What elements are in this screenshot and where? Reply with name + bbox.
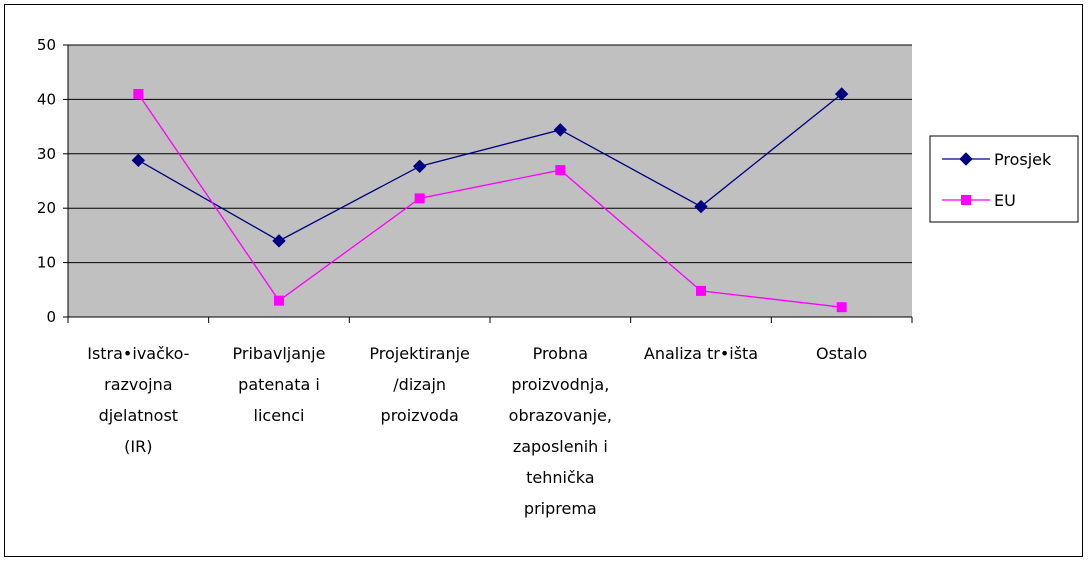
data-point-eu (836, 302, 847, 313)
legend-label-eu: EU (994, 191, 1016, 210)
data-point-prosjek (131, 153, 146, 168)
data-point-prosjek (834, 87, 849, 101)
series-line-prosjek (138, 93, 843, 242)
data-point-eu (414, 193, 425, 204)
x-tick-label: Istra•ivačko-razvojna djelatnost (IR) (87, 344, 189, 456)
y-tick-label: 40 (37, 90, 56, 108)
data-point-eu (274, 295, 284, 306)
y-tick-label: 30 (37, 145, 56, 163)
data-point-prosjek (694, 199, 708, 214)
legend-marker-prosjek (959, 152, 973, 166)
legend-label-prosjek: Prosjek (994, 150, 1052, 169)
x-tick-label: Projektiranje/dizajn proizvoda (369, 344, 469, 425)
x-tick-label: Ostalo (816, 344, 867, 363)
x-tick-label: Analiza tr•išta (644, 344, 758, 363)
y-tick-label: 0 (46, 308, 56, 326)
y-tick-label: 10 (37, 254, 56, 272)
data-point-prosjek (553, 123, 568, 137)
series-line-eu (137, 93, 842, 308)
data-point-eu (555, 165, 566, 176)
data-point-prosjek (412, 159, 427, 174)
y-tick-label: 50 (37, 36, 56, 54)
legend-marker-eu (961, 195, 971, 205)
data-point-eu (133, 88, 144, 99)
x-tick-label: Probna proizvodnja, obrazovanje, zaposlenih… (509, 344, 612, 518)
plot-area (68, 45, 912, 317)
data-point-eu (696, 285, 706, 296)
x-tick-label: Pribavljanje patenata i licenci (233, 344, 326, 425)
legend-box (929, 135, 1079, 223)
data-point-prosjek (272, 234, 286, 248)
y-tick-label: 20 (37, 199, 56, 217)
